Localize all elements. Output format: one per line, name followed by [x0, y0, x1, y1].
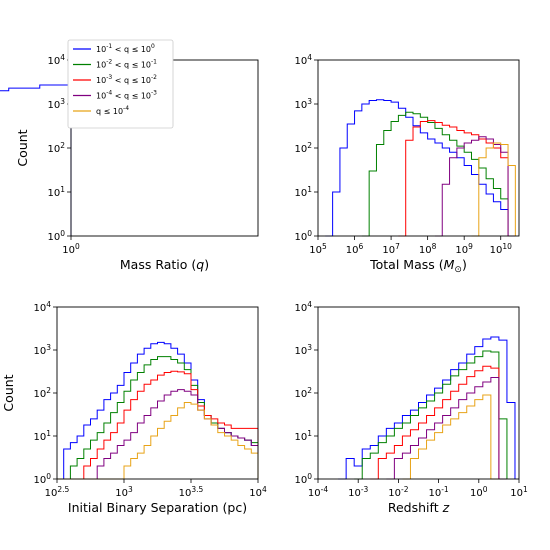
x-tick-label-2: 10-2	[388, 485, 408, 499]
x-tick-label-3: 103	[115, 485, 133, 499]
legend-label-4: 10-4 < q ≤ 10-3	[96, 90, 157, 101]
x-tick-label-4: 104	[249, 485, 267, 499]
legend-label-3: 10-3 < q ≤ 10-2	[96, 74, 157, 85]
y-tick-label-2: 102	[47, 141, 65, 155]
panel-2: 105 106 107 108 109 1010 100 101 102 103 104 Total …	[294, 53, 520, 275]
legend-label-2: 10-2 < q ≤ 10-1	[96, 59, 157, 70]
x-tick-label-7: 107	[382, 242, 400, 256]
y-tick-label-2: 102	[294, 386, 312, 400]
x-tick-label-6: 106	[346, 242, 364, 256]
x-axis-label: Initial Binary Separation (pc)	[68, 500, 247, 515]
series-3-histogram	[370, 365, 507, 480]
plot-area	[325, 99, 516, 237]
legend: 10-1 < q ≤ 100 10-2 < q ≤ 10-1 10-3 < q ≤ …	[67, 39, 174, 129]
y-tick-label-2: 102	[294, 141, 312, 155]
plot-area	[57, 341, 259, 480]
legend-label-1: 10-1 < q ≤ 100	[96, 43, 155, 54]
y-tick-label-2: 102	[33, 386, 51, 400]
y-tick-label-4: 104	[47, 53, 65, 67]
series-1-histogram	[57, 341, 259, 480]
y-tick-label-0: 100	[33, 472, 51, 486]
y-tick-label-0: 100	[294, 229, 312, 243]
series-5-histogram	[471, 142, 516, 237]
x-tick-label-2-5: 102.5	[45, 485, 70, 499]
panel-1: 10-610-510-410-310-210-11001001011021031…	[0, 39, 259, 272]
series-3-histogram	[57, 370, 259, 480]
plot-area	[338, 336, 516, 480]
x-axis-label: Mass Ratio (q)	[120, 257, 209, 272]
y-tick-label-1: 101	[47, 185, 65, 199]
x-tick-label-5: 105	[309, 242, 327, 256]
legend-box	[67, 39, 174, 129]
legend-label-5: q ≤ 10-4	[96, 105, 129, 116]
x-axis-label: Total Mass (M⊙)	[369, 257, 467, 275]
x-tick-label-3-5: 103.5	[179, 485, 204, 499]
x-tick-label-0: 100	[62, 242, 80, 256]
series-4-histogram	[434, 136, 516, 237]
plot-area	[0, 84, 72, 236]
series-1-histogram	[0, 84, 72, 236]
series-2-histogram	[354, 350, 508, 480]
x-tick-label-1: 10-1	[428, 485, 448, 499]
axes-frame	[56, 306, 259, 480]
y-tick-label-1: 101	[294, 185, 312, 199]
series-4-histogram	[386, 376, 507, 480]
x-tick-label-3: 10-3	[348, 485, 368, 499]
y-tick-label-3: 103	[47, 97, 65, 111]
y-tick-label-4: 104	[33, 300, 51, 314]
series-3-histogram	[398, 120, 516, 237]
y-tick-label-4: 104	[294, 300, 312, 314]
x-axis-label: Redshift z	[388, 500, 450, 515]
x-tick-label-4: 10-4	[308, 485, 328, 499]
y-tick-label-3: 103	[294, 97, 312, 111]
y-tick-label-1: 101	[33, 429, 51, 443]
series-1-histogram	[338, 336, 516, 480]
series-1-histogram	[325, 99, 516, 237]
panel-4: 10-4 10-3 10-2 10-1 100 101 100 101 102 103 104 Red…	[294, 300, 527, 515]
x-tick-label-8: 108	[419, 242, 437, 256]
x-tick-label-10: 1010	[490, 242, 513, 256]
y-tick-label-3: 103	[294, 343, 312, 357]
y-tick-label-4: 104	[294, 53, 312, 67]
series-2-histogram	[361, 111, 516, 237]
y-tick-label-1: 101	[294, 429, 312, 443]
x-tick-label-1: 101	[510, 485, 528, 499]
series-4-histogram	[57, 389, 259, 480]
x-tick-label-9: 109	[455, 242, 473, 256]
y-tick-label-0: 100	[47, 229, 65, 243]
y-axis-label: Count	[1, 374, 16, 411]
y-tick-label-0: 100	[294, 472, 312, 486]
series-5-histogram	[402, 394, 499, 480]
series-5-histogram	[57, 402, 259, 480]
x-tick-label-0: 100	[470, 485, 488, 499]
y-axis-label: Count	[15, 129, 30, 166]
y-tick-label-3: 103	[33, 343, 51, 357]
